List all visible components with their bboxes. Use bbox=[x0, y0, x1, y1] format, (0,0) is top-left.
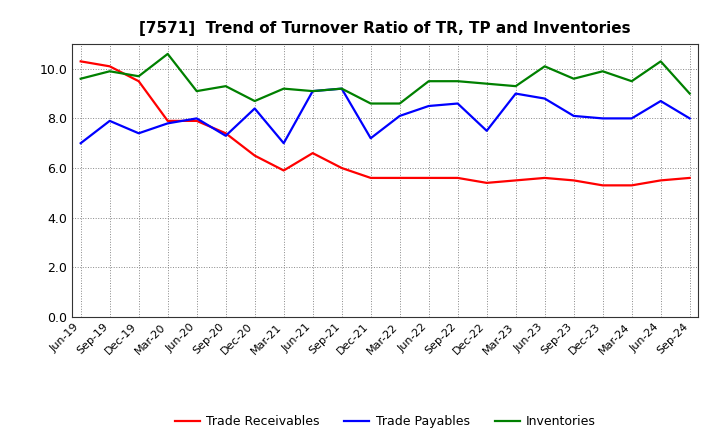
Title: [7571]  Trend of Turnover Ratio of TR, TP and Inventories: [7571] Trend of Turnover Ratio of TR, TP… bbox=[140, 21, 631, 36]
Trade Payables bbox=[541, 96, 549, 101]
Line: Trade Receivables: Trade Receivables bbox=[81, 61, 690, 185]
Inventories bbox=[482, 81, 491, 86]
Trade Payables bbox=[424, 103, 433, 109]
Trade Receivables bbox=[221, 131, 230, 136]
Line: Inventories: Inventories bbox=[81, 54, 690, 103]
Inventories bbox=[76, 76, 85, 81]
Trade Payables bbox=[279, 140, 288, 146]
Trade Receivables bbox=[338, 165, 346, 171]
Inventories bbox=[598, 69, 607, 74]
Trade Receivables bbox=[627, 183, 636, 188]
Trade Payables bbox=[482, 128, 491, 133]
Trade Receivables bbox=[135, 79, 143, 84]
Inventories bbox=[627, 79, 636, 84]
Trade Payables bbox=[627, 116, 636, 121]
Trade Payables bbox=[221, 133, 230, 139]
Trade Receivables bbox=[308, 150, 317, 156]
Trade Receivables bbox=[570, 178, 578, 183]
Trade Receivables bbox=[598, 183, 607, 188]
Trade Receivables bbox=[366, 175, 375, 180]
Inventories bbox=[366, 101, 375, 106]
Trade Payables bbox=[308, 88, 317, 94]
Trade Payables bbox=[454, 101, 462, 106]
Trade Receivables bbox=[76, 59, 85, 64]
Trade Receivables bbox=[541, 175, 549, 180]
Trade Receivables bbox=[192, 118, 201, 124]
Inventories bbox=[395, 101, 404, 106]
Trade Receivables bbox=[251, 153, 259, 158]
Trade Payables bbox=[192, 116, 201, 121]
Trade Payables bbox=[657, 99, 665, 104]
Trade Receivables bbox=[657, 178, 665, 183]
Inventories bbox=[657, 59, 665, 64]
Trade Receivables bbox=[685, 175, 694, 180]
Inventories bbox=[338, 86, 346, 91]
Inventories bbox=[308, 88, 317, 94]
Trade Receivables bbox=[424, 175, 433, 180]
Trade Payables bbox=[338, 86, 346, 91]
Inventories bbox=[454, 79, 462, 84]
Trade Receivables bbox=[482, 180, 491, 186]
Inventories bbox=[424, 79, 433, 84]
Inventories bbox=[163, 51, 172, 57]
Trade Payables bbox=[366, 136, 375, 141]
Inventories bbox=[279, 86, 288, 91]
Trade Payables bbox=[76, 140, 85, 146]
Trade Receivables bbox=[163, 118, 172, 124]
Line: Trade Payables: Trade Payables bbox=[81, 88, 690, 143]
Trade Payables bbox=[163, 121, 172, 126]
Trade Receivables bbox=[454, 175, 462, 180]
Trade Payables bbox=[135, 131, 143, 136]
Inventories bbox=[541, 64, 549, 69]
Trade Receivables bbox=[395, 175, 404, 180]
Inventories bbox=[511, 84, 520, 89]
Inventories bbox=[251, 99, 259, 104]
Trade Payables bbox=[251, 106, 259, 111]
Legend: Trade Receivables, Trade Payables, Inventories: Trade Receivables, Trade Payables, Inven… bbox=[170, 411, 600, 433]
Trade Receivables bbox=[105, 64, 114, 69]
Inventories bbox=[685, 91, 694, 96]
Trade Payables bbox=[570, 113, 578, 118]
Trade Payables bbox=[105, 118, 114, 124]
Trade Payables bbox=[511, 91, 520, 96]
Trade Payables bbox=[395, 113, 404, 118]
Trade Receivables bbox=[279, 168, 288, 173]
Inventories bbox=[105, 69, 114, 74]
Trade Payables bbox=[598, 116, 607, 121]
Inventories bbox=[221, 84, 230, 89]
Inventories bbox=[135, 73, 143, 79]
Trade Receivables bbox=[511, 178, 520, 183]
Inventories bbox=[570, 76, 578, 81]
Inventories bbox=[192, 88, 201, 94]
Trade Payables bbox=[685, 116, 694, 121]
